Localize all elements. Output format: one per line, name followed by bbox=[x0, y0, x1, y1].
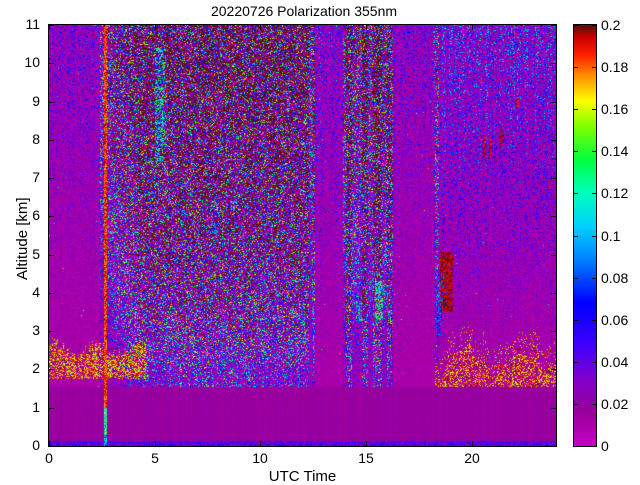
x-tick-label-5: 5 bbox=[151, 450, 159, 466]
page-title: 20220726 Polarization 355nm bbox=[210, 3, 398, 19]
colorbar-tick-right-0.06 bbox=[592, 320, 596, 321]
y-tick-10 bbox=[49, 63, 54, 64]
y-tick-label-3: 3 bbox=[32, 322, 40, 338]
y-tick-right-9 bbox=[551, 102, 556, 103]
colorbar-tick-0.12 bbox=[574, 193, 578, 194]
y-tick-right-1 bbox=[551, 408, 556, 409]
colorbar-tick-right-0.2 bbox=[592, 25, 596, 26]
y-tick-7 bbox=[49, 178, 54, 179]
y-tick-6 bbox=[49, 216, 54, 217]
y-tick-right-8 bbox=[551, 140, 556, 141]
y-tick-label-0: 0 bbox=[32, 437, 40, 453]
colorbar-label-0.02: 0.02 bbox=[601, 396, 629, 412]
y-tick-8 bbox=[49, 140, 54, 141]
y-tick-label-7: 7 bbox=[32, 169, 40, 185]
x-tick-10 bbox=[260, 441, 261, 446]
y-tick-1 bbox=[49, 408, 54, 409]
y-tick-label-11: 11 bbox=[25, 16, 40, 32]
x-tick-label-10: 10 bbox=[252, 450, 268, 466]
colorbar-label-0.08: 0.08 bbox=[601, 270, 629, 286]
y-tick-right-2 bbox=[551, 369, 556, 370]
y-tick-right-5 bbox=[551, 255, 556, 256]
colorbar-tick-right-0.12 bbox=[592, 193, 596, 194]
colorbar-tick-0.02 bbox=[574, 404, 578, 405]
colorbar-tick-0.2 bbox=[574, 25, 578, 26]
colorbar-label-0.14: 0.14 bbox=[601, 143, 629, 159]
y-tick-label-8: 8 bbox=[32, 131, 40, 147]
colorbar-tick-0.16 bbox=[574, 109, 578, 110]
y-tick-label-1: 1 bbox=[32, 399, 40, 415]
colorbar-canvas bbox=[574, 25, 596, 446]
colorbar bbox=[573, 24, 597, 447]
heatmap-axes bbox=[48, 24, 557, 447]
colorbar-tick-right-0 bbox=[592, 446, 596, 447]
colorbar-tick-0.06 bbox=[574, 320, 578, 321]
y-tick-label-5: 5 bbox=[32, 246, 40, 262]
colorbar-label-0.2: 0.2 bbox=[601, 17, 621, 33]
colorbar-tick-right-0.18 bbox=[592, 67, 596, 68]
x-axis-title: UTC Time bbox=[268, 468, 337, 485]
x-tick-top-20 bbox=[472, 25, 473, 30]
y-tick-0 bbox=[49, 446, 54, 447]
x-tick-label-15: 15 bbox=[358, 450, 374, 466]
x-tick-label-0: 0 bbox=[45, 450, 53, 466]
y-tick-right-7 bbox=[551, 178, 556, 179]
colorbar-label-0.18: 0.18 bbox=[601, 59, 629, 75]
colorbar-label-0.04: 0.04 bbox=[601, 354, 629, 370]
y-tick-label-9: 9 bbox=[32, 93, 40, 109]
y-tick-2 bbox=[49, 369, 54, 370]
colorbar-label-0.1: 0.1 bbox=[601, 228, 621, 244]
x-tick-15 bbox=[366, 441, 367, 446]
x-tick-top-5 bbox=[155, 25, 156, 30]
x-tick-top-0 bbox=[49, 25, 50, 30]
y-tick-label-2: 2 bbox=[32, 360, 40, 376]
y-tick-3 bbox=[49, 331, 54, 332]
colorbar-tick-right-0.1 bbox=[592, 236, 596, 237]
colorbar-tick-right-0.04 bbox=[592, 362, 596, 363]
colorbar-tick-0.14 bbox=[574, 151, 578, 152]
colorbar-label-0.06: 0.06 bbox=[601, 312, 629, 328]
y-tick-4 bbox=[49, 293, 54, 294]
x-tick-5 bbox=[155, 441, 156, 446]
colorbar-tick-0.04 bbox=[574, 362, 578, 363]
y-tick-right-10 bbox=[551, 63, 556, 64]
colorbar-tick-0 bbox=[574, 446, 578, 447]
colorbar-tick-0.1 bbox=[574, 236, 578, 237]
x-tick-top-15 bbox=[366, 25, 367, 30]
y-tick-right-4 bbox=[551, 293, 556, 294]
colorbar-label-0: 0 bbox=[601, 438, 609, 454]
heatmap-canvas bbox=[49, 25, 556, 446]
colorbar-tick-right-0.16 bbox=[592, 109, 596, 110]
y-tick-right-6 bbox=[551, 216, 556, 217]
colorbar-tick-right-0.08 bbox=[592, 278, 596, 279]
colorbar-tick-right-0.14 bbox=[592, 151, 596, 152]
colorbar-tick-0.08 bbox=[574, 278, 578, 279]
y-tick-label-6: 6 bbox=[32, 207, 40, 223]
y-tick-right-11 bbox=[551, 25, 556, 26]
x-tick-0 bbox=[49, 441, 50, 446]
colorbar-tick-right-0.02 bbox=[592, 404, 596, 405]
y-tick-label-10: 10 bbox=[24, 54, 40, 70]
y-tick-5 bbox=[49, 255, 54, 256]
y-tick-right-3 bbox=[551, 331, 556, 332]
x-tick-top-10 bbox=[260, 25, 261, 30]
y-tick-right-0 bbox=[551, 446, 556, 447]
x-tick-20 bbox=[472, 441, 473, 446]
colorbar-label-0.12: 0.12 bbox=[601, 185, 629, 201]
y-tick-11 bbox=[49, 25, 54, 26]
colorbar-tick-0.18 bbox=[574, 67, 578, 68]
colorbar-label-0.16: 0.16 bbox=[601, 101, 629, 117]
y-tick-label-4: 4 bbox=[32, 284, 40, 300]
y-axis-title: Altitude [km] bbox=[14, 197, 31, 280]
x-tick-label-20: 20 bbox=[464, 450, 480, 466]
y-tick-9 bbox=[49, 102, 54, 103]
